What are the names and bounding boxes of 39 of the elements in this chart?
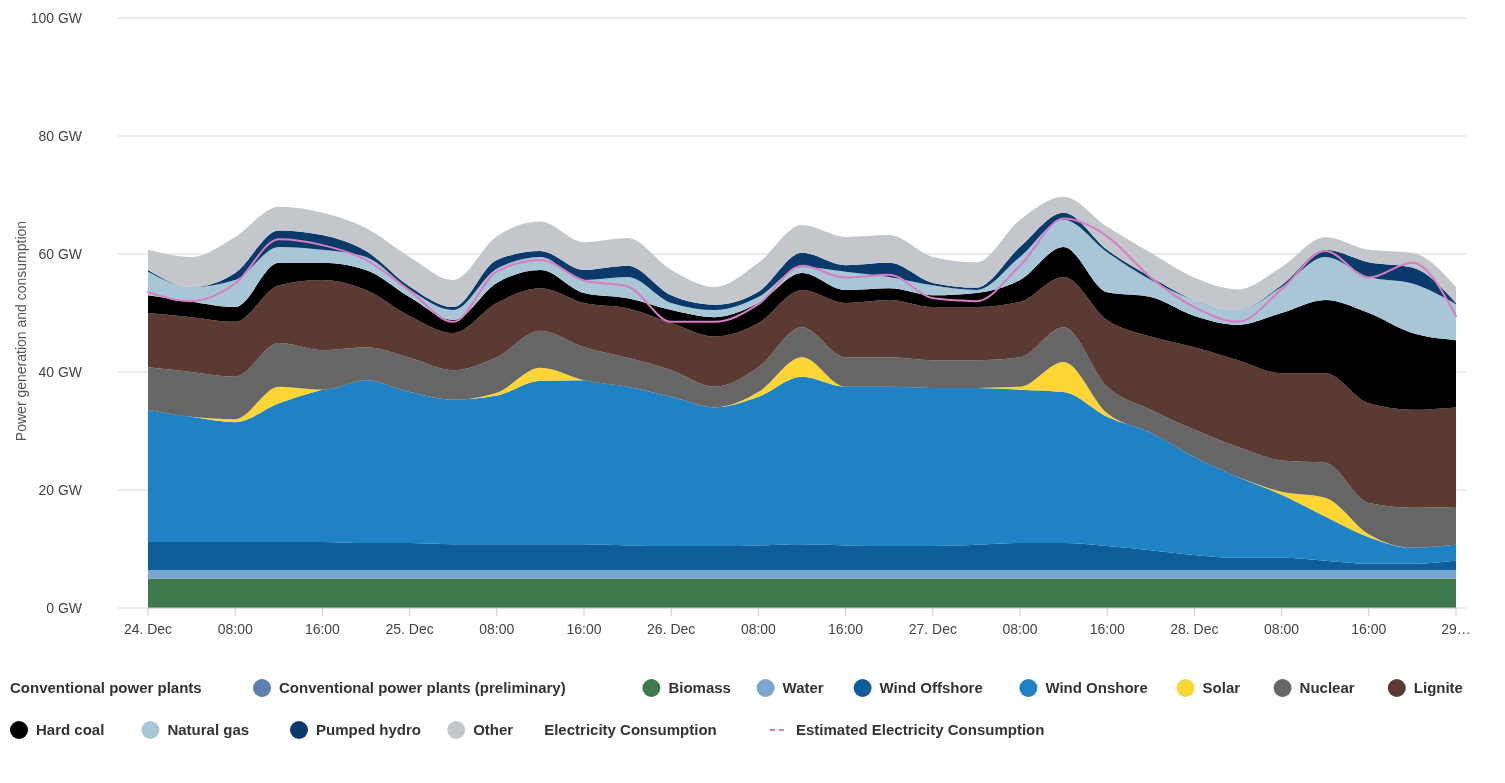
text: Conventional power plants [10,679,202,697]
x-tick-label: 16:00 [828,621,864,637]
x-tick-label: 27. Dec [908,621,957,637]
y-tick-label: 80 GW [38,127,83,144]
legend-label: Pumped hydro [316,721,422,739]
x-tick-label: 08:00 [217,621,253,637]
text: Electricity Consumption [544,721,717,739]
x-tick-label: 29… [1441,621,1471,637]
x-tick-label: 25. Dec [385,621,434,637]
legend-label: Estimated Electricity Consumption [796,721,1045,739]
x-tick-label: 24. Dec [123,621,173,637]
y-axis-title: Power generation and consumption [13,220,29,442]
legend-label: Hard coal [36,721,105,739]
legend-label: Solar [1202,679,1241,697]
legend-label: Nuclear [1299,679,1355,697]
legend-label: Conventional power plants (preliminary) [279,679,566,697]
x-tick-label: 16:00 [304,621,341,637]
legend-label: Lignite [1413,679,1463,697]
y-tick-label: 60 GW [38,245,83,262]
x-tick-label: 16:00 [1089,621,1125,637]
legend-label: Natural gas [167,721,250,739]
x-tick-label: 26. Dec [647,621,696,637]
legend-label: Water [782,679,824,697]
legend-label: Biomass [668,679,731,697]
legend-label: Other [473,721,514,739]
x-tick-label: 16:00 [566,621,602,637]
y-tick-label: 0 GW [46,599,83,616]
y-tick-label: 20 GW [38,481,83,498]
legend-label: Wind Onshore [1045,679,1148,697]
y-tick-label: 100 GW [30,9,83,26]
line-series [147,217,1457,323]
x-tick-label: 28. Dec [1170,621,1219,637]
legend-label: Wind Offshore [879,679,983,697]
x-tick-label: 08:00 [1002,621,1038,637]
x-tick-label: 16:00 [1351,621,1387,637]
y-tick-label: 40 GW [38,363,83,380]
x-tick-label: 08:00 [740,621,777,637]
x-tick-label: 08:00 [1264,621,1300,637]
x-tick-label: 08:00 [479,621,515,637]
